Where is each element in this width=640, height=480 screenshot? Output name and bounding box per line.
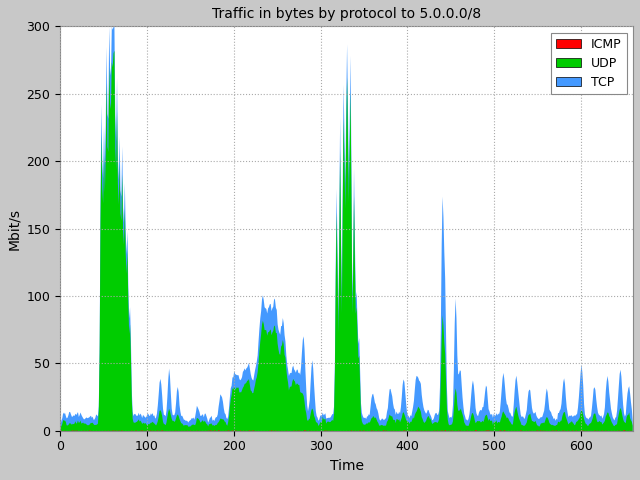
Title: Traffic in bytes by protocol to 5.0.0.0/8: Traffic in bytes by protocol to 5.0.0.0/…: [212, 7, 481, 21]
Y-axis label: Mbit/s: Mbit/s: [7, 207, 21, 250]
X-axis label: Time: Time: [330, 459, 364, 473]
Legend: ICMP, UDP, TCP: ICMP, UDP, TCP: [551, 33, 627, 94]
